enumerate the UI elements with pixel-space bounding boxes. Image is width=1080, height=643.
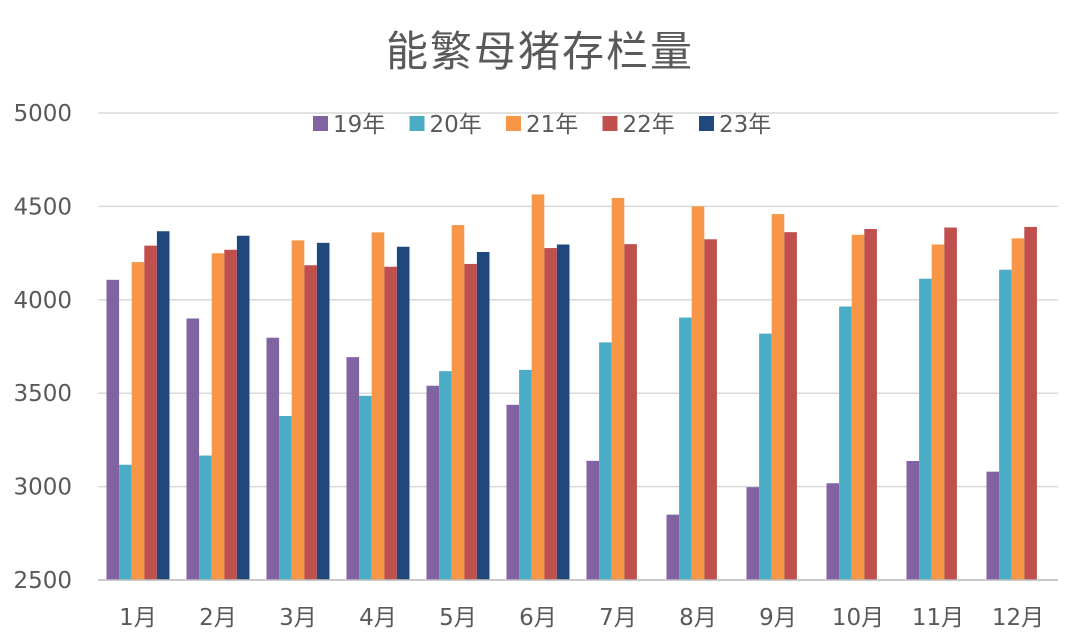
bar-19年-4月 bbox=[346, 357, 360, 580]
bar-22年-11月 bbox=[944, 227, 957, 580]
bar-21年-11月 bbox=[931, 244, 945, 580]
bar-21年-2月 bbox=[211, 253, 225, 581]
bar-22年-5月 bbox=[464, 263, 477, 580]
bar-20年-2月 bbox=[199, 455, 212, 580]
x-tick-label: 11月 bbox=[912, 605, 964, 631]
bar-21年-9月 bbox=[771, 214, 785, 580]
bar-21年-7月 bbox=[611, 197, 625, 581]
bar-19年-7月 bbox=[586, 460, 600, 580]
bar-22年-10月 bbox=[864, 229, 877, 580]
bar-20年-8月 bbox=[679, 317, 692, 580]
legend-swatch bbox=[699, 116, 714, 131]
x-tick-label: 3月 bbox=[279, 605, 317, 631]
y-tick-label: 3000 bbox=[13, 475, 72, 501]
bar-21年-8月 bbox=[691, 206, 705, 580]
bar-20年-12月 bbox=[999, 269, 1012, 580]
bar-20年-9月 bbox=[759, 333, 772, 580]
bar-19年-3月 bbox=[266, 337, 280, 580]
bar-20年-4月 bbox=[359, 395, 372, 580]
bar-19年-8月 bbox=[666, 514, 680, 580]
legend-swatch bbox=[506, 116, 521, 131]
bar-20年-7月 bbox=[599, 342, 612, 580]
bar-19年-5月 bbox=[426, 385, 440, 580]
x-tick-label: 9月 bbox=[759, 605, 797, 631]
bar-20年-5月 bbox=[439, 371, 452, 580]
bar-22年-12月 bbox=[1024, 226, 1037, 580]
bar-23年-4月 bbox=[396, 246, 410, 580]
x-tick-label: 7月 bbox=[599, 605, 637, 631]
y-tick-label: 4500 bbox=[13, 194, 72, 220]
bar-22年-9月 bbox=[784, 232, 797, 580]
legend-swatch bbox=[313, 116, 328, 131]
bar-22年-2月 bbox=[224, 249, 237, 581]
bar-22年-3月 bbox=[304, 265, 317, 580]
bar-19年-10月 bbox=[826, 483, 840, 580]
bar-23年-6月 bbox=[556, 244, 570, 580]
bar-23年-2月 bbox=[236, 235, 250, 581]
x-tick-label: 6月 bbox=[519, 605, 557, 631]
bar-23年-5月 bbox=[476, 251, 490, 581]
bar-23年-3月 bbox=[316, 242, 330, 580]
bar-21年-12月 bbox=[1011, 238, 1025, 580]
y-tick-label: 4000 bbox=[13, 288, 72, 314]
bar-19年-6月 bbox=[506, 404, 520, 580]
x-tick-label: 8月 bbox=[679, 605, 717, 631]
legend-label: 19年 bbox=[333, 112, 385, 138]
bar-19年-12月 bbox=[986, 471, 1000, 580]
y-tick-label: 3500 bbox=[13, 381, 72, 407]
axes: 2500 3000 3500 4000 4500 5000 1月 2月 3月 4月 5月 6月 7月 8月… bbox=[13, 101, 1058, 631]
legend-label: 22年 bbox=[623, 112, 675, 138]
bar-20年-3月 bbox=[279, 415, 292, 580]
bar-22年-4月 bbox=[384, 266, 397, 580]
legend-label: 21年 bbox=[526, 112, 578, 138]
x-tick-label: 1月 bbox=[119, 605, 157, 631]
legend-label: 20年 bbox=[430, 112, 482, 138]
x-tick-label: 2月 bbox=[199, 605, 237, 631]
legend: 19年 20年 21年 22年 23年 bbox=[313, 112, 771, 138]
bar-19年-11月 bbox=[906, 461, 920, 580]
x-tick-label: 10月 bbox=[832, 605, 884, 631]
x-tick-label: 4月 bbox=[359, 605, 397, 631]
y-tick-label: 2500 bbox=[13, 568, 72, 594]
legend-swatch bbox=[602, 116, 618, 131]
bars bbox=[106, 194, 1037, 581]
bar-23年-1月 bbox=[156, 231, 170, 581]
x-tick-label: 5月 bbox=[439, 605, 477, 631]
bar-21年-6月 bbox=[531, 194, 545, 580]
bar-21年-4月 bbox=[371, 232, 385, 580]
bar-21年-10月 bbox=[851, 234, 865, 581]
bar-22年-7月 bbox=[624, 244, 637, 580]
bar-20年-10月 bbox=[839, 306, 852, 580]
bar-22年-1月 bbox=[144, 245, 157, 580]
bar-22年-8月 bbox=[704, 239, 717, 580]
bar-21年-5月 bbox=[451, 225, 465, 580]
y-tick-label: 5000 bbox=[13, 101, 72, 127]
bar-20年-1月 bbox=[119, 464, 132, 580]
bar-19年-1月 bbox=[106, 279, 120, 580]
legend-swatch bbox=[409, 116, 425, 131]
x-tick-label: 12月 bbox=[992, 605, 1044, 631]
bar-19年-9月 bbox=[746, 487, 760, 580]
bar-21年-3月 bbox=[291, 240, 305, 580]
bar-20年-6月 bbox=[519, 369, 532, 580]
legend-label: 23年 bbox=[719, 112, 771, 138]
bar-19年-2月 bbox=[186, 318, 200, 580]
bar-21年-1月 bbox=[131, 262, 145, 580]
bar-22年-6月 bbox=[544, 248, 557, 580]
chart-title: 能繁母猪存栏量 bbox=[385, 27, 694, 76]
bar-20年-11月 bbox=[919, 278, 932, 580]
